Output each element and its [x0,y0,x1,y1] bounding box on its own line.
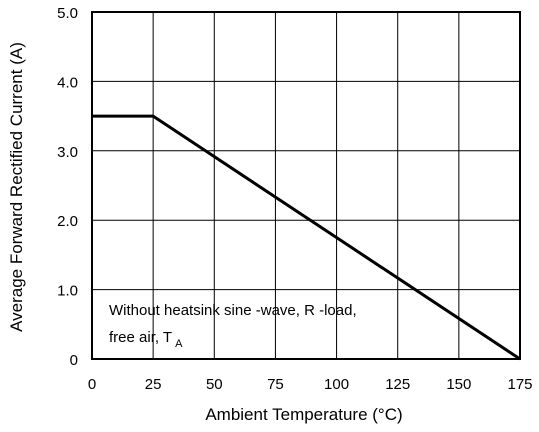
y-tick-label: 4.0 [57,74,78,91]
annotation: Without heatsink sine -wave, R -load, fr… [109,302,357,350]
x-tick-label: 150 [446,376,471,393]
y-tick-label: 5.0 [57,5,78,22]
annotation-line-2-text: free air, T [109,329,172,346]
x-tick-label: 75 [267,376,284,393]
y-tick-label: 1.0 [57,283,78,300]
x-tick-label: 0 [88,376,96,393]
x-tick-label: 125 [385,376,410,393]
annotation-line-2-sub: A [175,338,183,350]
y-tick-label: 2.0 [57,213,78,230]
annotation-line-1: Without heatsink sine -wave, R -load, [109,302,357,319]
series-points [91,116,521,360]
x-tick-label: 25 [145,376,162,393]
x-tick-label: 100 [324,376,349,393]
grid [92,12,520,359]
y-axis-title: Average Forward Rectified Current (A) [7,42,26,332]
x-axis-ticks: 0 25 50 75 100 125 150 175 [88,376,533,393]
series-line [92,114,521,361]
y-axis-ticks: 0 1.0 2.0 3.0 4.0 5.0 [57,5,78,369]
x-tick-label: 175 [507,376,532,393]
plot-frame [91,11,521,360]
y-tick-label: 0 [70,352,78,369]
x-tick-label: 50 [206,376,223,393]
x-axis-title: Ambient Temperature (°C) [205,405,402,424]
y-tick-label: 3.0 [57,144,78,161]
